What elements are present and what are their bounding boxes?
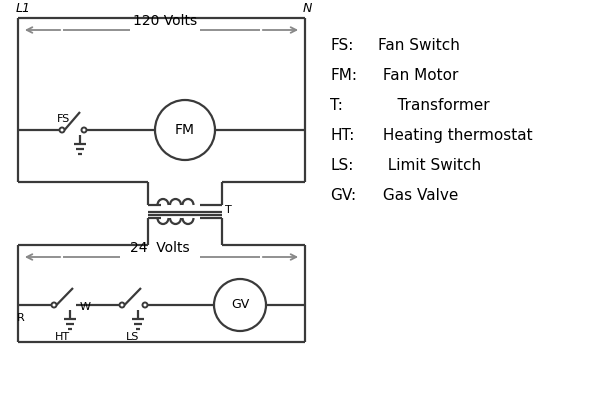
Text: HT:: HT: bbox=[330, 128, 355, 143]
Text: LS: LS bbox=[126, 332, 140, 342]
Text: FS:: FS: bbox=[330, 38, 353, 53]
Text: L1: L1 bbox=[16, 2, 31, 15]
Text: N: N bbox=[303, 2, 312, 15]
Text: LS:: LS: bbox=[330, 158, 353, 173]
Text: Heating thermostat: Heating thermostat bbox=[378, 128, 533, 143]
Text: GV: GV bbox=[231, 298, 249, 312]
Text: T:: T: bbox=[330, 98, 343, 113]
Text: 24  Volts: 24 Volts bbox=[130, 241, 190, 255]
Text: W: W bbox=[80, 302, 91, 312]
Text: Fan Switch: Fan Switch bbox=[378, 38, 460, 53]
Text: Limit Switch: Limit Switch bbox=[378, 158, 481, 173]
Text: R: R bbox=[17, 313, 25, 323]
Text: T: T bbox=[225, 205, 232, 215]
Text: Fan Motor: Fan Motor bbox=[378, 68, 458, 83]
Text: HT: HT bbox=[54, 332, 70, 342]
Text: 120 Volts: 120 Volts bbox=[133, 14, 197, 28]
Text: GV:: GV: bbox=[330, 188, 356, 203]
Text: FS: FS bbox=[57, 114, 70, 124]
Text: FM: FM bbox=[175, 123, 195, 137]
Text: FM:: FM: bbox=[330, 68, 357, 83]
Text: Transformer: Transformer bbox=[378, 98, 490, 113]
Text: Gas Valve: Gas Valve bbox=[378, 188, 458, 203]
